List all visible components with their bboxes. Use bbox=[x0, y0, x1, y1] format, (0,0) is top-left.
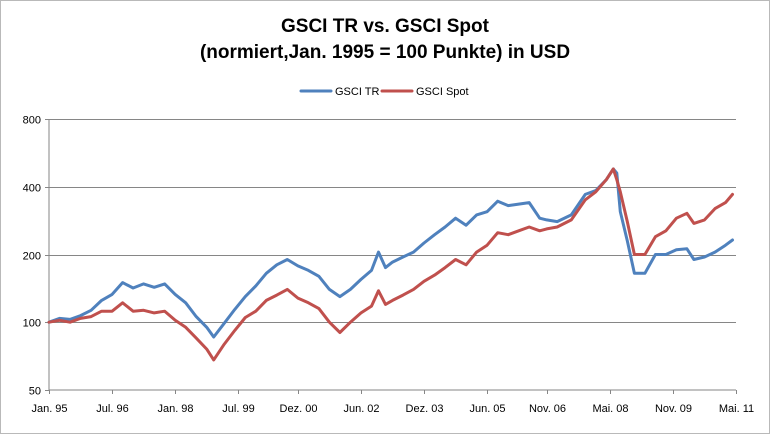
legend-label-gsci-spot: GSCI Spot bbox=[416, 86, 469, 98]
x-tick-label-jan-98: Jan. 98 bbox=[157, 403, 193, 415]
x-tick-label-mai-08: Mai. 08 bbox=[592, 403, 628, 415]
chart-title-line-1: GSCI TR vs. GSCI Spot bbox=[281, 16, 490, 37]
x-tick-label-dez-03: Dez. 03 bbox=[406, 403, 444, 415]
x-tick-label-mai-11: Mai. 11 bbox=[719, 403, 754, 415]
x-tick-label-jun-02: Jun. 02 bbox=[343, 403, 379, 415]
y-tick-label-400: 400 bbox=[23, 183, 41, 195]
y-tick-label-100: 100 bbox=[23, 318, 41, 330]
x-tick-label-nov-09: Nov. 09 bbox=[655, 403, 692, 415]
y-tick-label-200: 200 bbox=[23, 251, 41, 263]
chart-title-line-2: (normiert,Jan. 1995 = 100 Punkte) in USD bbox=[200, 42, 570, 63]
x-tick-label-dez-00: Dez. 00 bbox=[280, 403, 318, 415]
legend-label-gsci-tr: GSCI TR bbox=[335, 86, 379, 98]
x-tick-label-jun-05: Jun. 05 bbox=[469, 403, 505, 415]
x-tick-label-jul-99: Jul. 99 bbox=[222, 403, 254, 415]
gridlines bbox=[49, 119, 736, 323]
y-tick-label-50: 50 bbox=[29, 386, 41, 398]
series-line-gsci-spot bbox=[47, 167, 734, 362]
y-tick-label-800: 800 bbox=[23, 115, 41, 127]
y-axis: 50 100 200 400 800 bbox=[23, 115, 50, 398]
legend: GSCI TR GSCI Spot bbox=[299, 86, 469, 98]
x-tick-label-nov-06: Nov. 06 bbox=[529, 403, 566, 415]
x-axis: Jan. 95 Jul. 96 Jan. 98 Jul. 99 Dez. 00 Jun. … bbox=[31, 389, 754, 415]
series-layer bbox=[47, 167, 734, 362]
x-tick-label-jul-96: Jul. 96 bbox=[96, 403, 128, 415]
x-tick-label-jan-95: Jan. 95 bbox=[31, 403, 67, 415]
series-line-gsci-tr bbox=[47, 167, 734, 339]
